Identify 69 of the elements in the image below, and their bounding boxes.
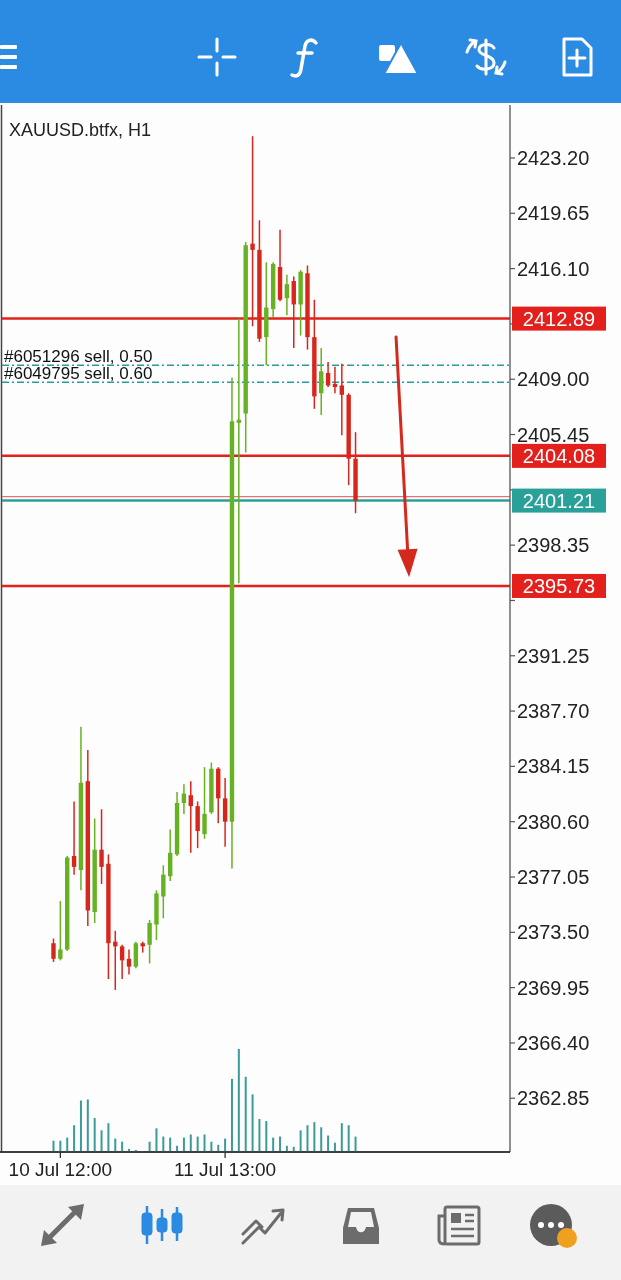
candlestick (284, 274, 290, 317)
bar (320, 1127, 323, 1152)
y-tick-label: 2373.50 (517, 921, 590, 944)
bar (237, 1049, 240, 1152)
ref-line-label: 2412.89 (522, 307, 596, 330)
candlestick (58, 900, 63, 962)
bar (86, 1099, 89, 1152)
y-tick-label: 2398.35 (517, 534, 590, 557)
x-tick-label: 11 Jul 13:00 (174, 1159, 277, 1180)
bar (66, 1137, 69, 1152)
bar (100, 1130, 103, 1152)
y-tick-label: 2369.95 (517, 976, 590, 999)
candlestick (71, 800, 77, 876)
x-tick-label: 10 Jul 12:00 (8, 1159, 113, 1180)
candlestick (126, 948, 132, 976)
bar (196, 1136, 199, 1152)
ref-line-label: #6051296 sell, 0.50 (4, 347, 153, 367)
bar (189, 1134, 192, 1152)
bar (155, 1128, 158, 1152)
y-tick-label: 2366.40 (517, 1031, 590, 1054)
y-tick-label: 2405.45 (517, 423, 590, 446)
ref-line-label: 2404.08 (522, 444, 596, 467)
y-tick-label: 2384.15 (517, 755, 590, 778)
bar (169, 1137, 172, 1152)
candlestick (99, 808, 104, 885)
bar (258, 1119, 261, 1152)
bar (93, 1118, 96, 1152)
bar (306, 1125, 309, 1152)
bar (73, 1125, 76, 1152)
candlestick (222, 777, 228, 848)
candlestick (51, 937, 56, 963)
bar (272, 1137, 275, 1152)
bar (182, 1137, 185, 1152)
candlestick (119, 944, 125, 980)
bar (340, 1123, 343, 1152)
y-tick-label: 2409.00 (517, 368, 590, 391)
y-tick-label: 2362.85 (517, 1087, 590, 1110)
bar (327, 1135, 330, 1152)
y-tick-label: 2423.20 (517, 146, 590, 169)
candlestick (319, 347, 324, 416)
bar (299, 1130, 302, 1152)
bar (279, 1136, 282, 1152)
bar (162, 1136, 165, 1152)
candlestick (133, 940, 139, 969)
y-tick-label: 2391.25 (517, 644, 590, 667)
y-tick-label: 2419.65 (517, 202, 590, 225)
bar (79, 1100, 82, 1152)
candlestick (202, 766, 207, 840)
y-tick-label: 2380.60 (517, 810, 590, 833)
text: XAUUSD.btfx, H1 (9, 120, 152, 140)
ref-line-label: 2401.21 (522, 489, 596, 512)
ref-line-label: #6049795 sell, 0.60 (4, 364, 153, 384)
y-tick-label: 2387.70 (517, 700, 590, 723)
y-tick-label: 2377.05 (517, 866, 590, 889)
bar (347, 1125, 350, 1152)
ref-line-label: 2395.73 (522, 574, 596, 597)
bar (230, 1078, 233, 1152)
bar (203, 1134, 206, 1152)
candlestick (147, 919, 152, 965)
bar (313, 1122, 316, 1152)
y-tick-label: 2416.10 (517, 257, 590, 280)
bar (265, 1121, 268, 1152)
candlestick (188, 780, 193, 854)
bar (244, 1076, 247, 1152)
bar (354, 1136, 357, 1152)
candlestick (161, 864, 166, 920)
candlestick (339, 362, 345, 437)
bar (107, 1123, 110, 1152)
bar (251, 1094, 254, 1152)
